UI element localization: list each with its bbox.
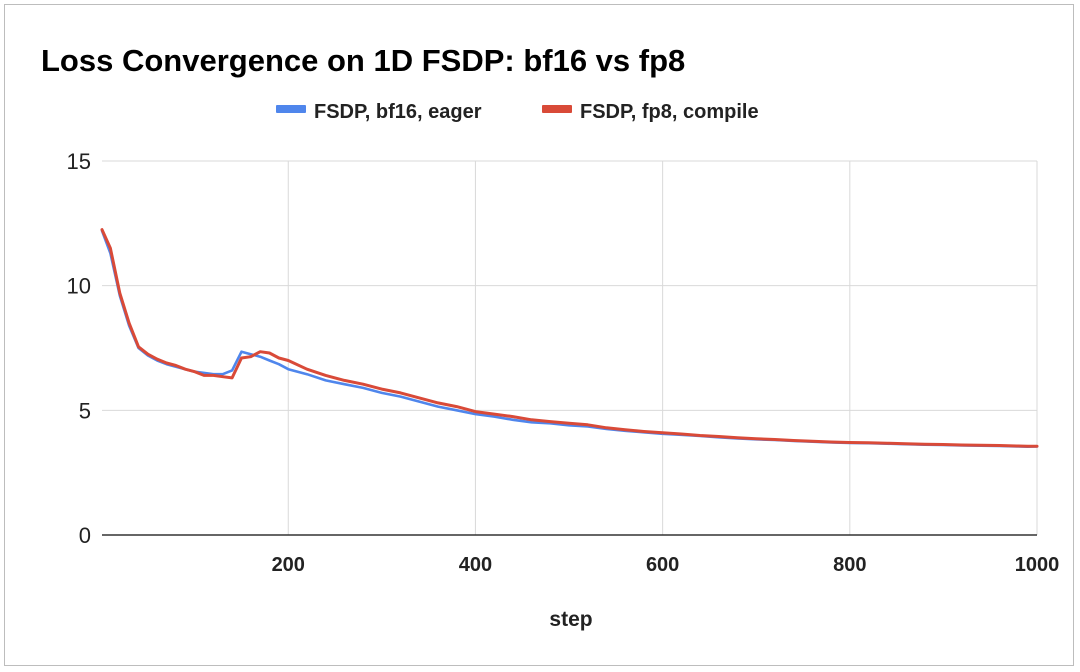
loss-line-chart: Loss Convergence on 1D FSDP: bf16 vs fp8… [41, 43, 1060, 631]
y-tick-label-10: 10 [67, 274, 91, 299]
y-tick-label-15: 15 [67, 149, 91, 174]
series-lines [100, 228, 1039, 449]
legend-label-fp8: FSDP, fp8, compile [580, 101, 759, 123]
legend-swatch-fp8 [542, 105, 572, 113]
x-tick-label-600: 600 [646, 554, 679, 576]
grid-lines [102, 160, 1038, 535]
x-tick-label-400: 400 [459, 554, 492, 576]
chart-title: Loss Convergence on 1D FSDP: bf16 vs fp8 [41, 43, 685, 78]
series-line-fp8 [100, 228, 1039, 448]
x-tick-label-1000: 1000 [1015, 554, 1060, 576]
series-line-bf16 [100, 229, 1039, 449]
legend-swatch-bf16 [276, 105, 306, 113]
y-tick-label-0: 0 [79, 523, 91, 548]
chart-frame: Loss Convergence on 1D FSDP: bf16 vs fp8… [4, 4, 1074, 666]
y-tick-label-5: 5 [79, 398, 91, 423]
legend-label-bf16: FSDP, bf16, eager [314, 101, 482, 123]
x-tick-label-200: 200 [272, 554, 305, 576]
x-axis-label: step [549, 608, 592, 631]
chart-legend: FSDP, bf16, eager FSDP, fp8, compile [276, 101, 759, 123]
y-axis-ticks: 0 5 10 15 [67, 149, 91, 548]
x-tick-label-800: 800 [833, 554, 866, 576]
x-axis-ticks: 200 400 600 800 1000 [272, 554, 1060, 576]
